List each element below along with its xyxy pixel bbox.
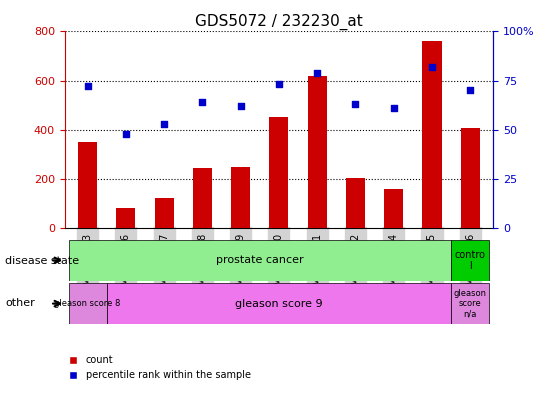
- Bar: [68, 240, 451, 281]
- Text: prostate cancer: prostate cancer: [216, 255, 303, 265]
- Bar: [308, 75, 327, 228]
- Bar: [193, 168, 212, 228]
- Point: [466, 87, 474, 94]
- Title: GDS5072 / 232230_at: GDS5072 / 232230_at: [195, 14, 363, 30]
- Point: [351, 101, 360, 107]
- Point: [237, 103, 245, 109]
- Bar: [68, 283, 107, 324]
- Bar: [451, 240, 489, 281]
- Text: disease state: disease state: [5, 255, 80, 266]
- Bar: [155, 198, 174, 228]
- Text: gleason
score
n/a: gleason score n/a: [454, 289, 487, 318]
- Point: [84, 83, 92, 90]
- Text: gleason score 8: gleason score 8: [54, 299, 121, 308]
- Bar: [116, 208, 135, 228]
- Bar: [78, 142, 97, 228]
- Point: [313, 70, 321, 76]
- Bar: [451, 283, 489, 324]
- Bar: [384, 189, 403, 228]
- Point: [427, 64, 436, 70]
- Bar: [461, 129, 480, 228]
- Bar: [231, 167, 250, 228]
- Point: [160, 121, 169, 127]
- Bar: [107, 283, 451, 324]
- Text: other: other: [5, 298, 35, 309]
- Text: gleason score 9: gleason score 9: [235, 299, 323, 309]
- Point: [389, 105, 398, 111]
- Point: [275, 81, 284, 88]
- Point: [122, 130, 130, 137]
- Legend: count, percentile rank within the sample: count, percentile rank within the sample: [64, 352, 254, 384]
- Point: [198, 99, 207, 105]
- Bar: [270, 118, 288, 228]
- Bar: [423, 41, 441, 228]
- Text: contro
l: contro l: [455, 250, 486, 271]
- Bar: [346, 178, 365, 228]
